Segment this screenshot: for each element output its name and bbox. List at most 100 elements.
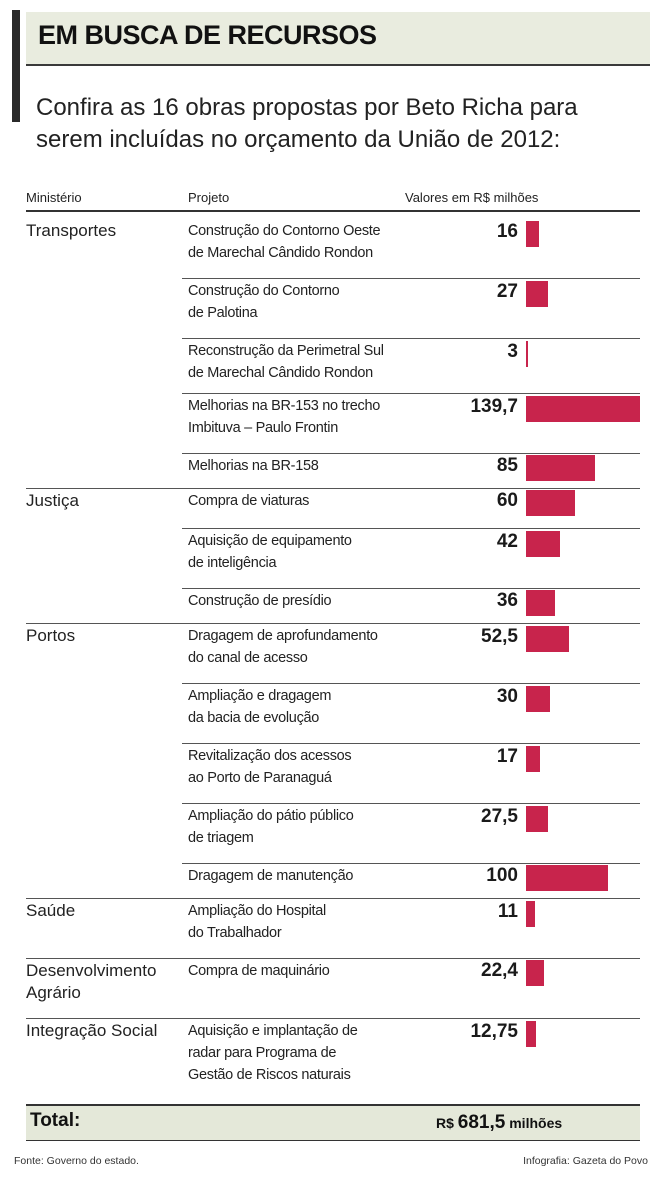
project-label-line: Construção do Contorno <box>188 283 340 299</box>
project-label-line: Ampliação e dragagem <box>188 688 332 704</box>
value-label: 85 <box>496 455 518 476</box>
bar <box>526 1021 537 1047</box>
ministry-label: Transportes <box>26 221 117 240</box>
value-label: 11 <box>497 901 518 922</box>
bar <box>526 590 556 616</box>
row-separator <box>182 743 640 744</box>
total-unit: milhões <box>509 1115 563 1131</box>
column-header-values: Valores em R$ milhões <box>405 190 539 205</box>
value-label: 42 <box>496 531 518 552</box>
total-currency: R$ <box>436 1115 454 1131</box>
bar <box>526 455 596 481</box>
footer-credit: Infografia: Gazeta do Povo <box>523 1155 648 1167</box>
project-label-line: Aquisição e implantação de <box>188 1023 358 1039</box>
project-label: Dragagem de manutenção <box>188 865 420 887</box>
footer-source: Fonte: Governo do estado. <box>14 1155 139 1167</box>
project-label-line: Construção de presídio <box>188 593 332 609</box>
bar <box>526 221 540 247</box>
project-label-line: Gestão de Riscos naturais <box>188 1067 351 1083</box>
bar <box>526 686 551 712</box>
subtitle: Confira as 16 obras propostas por Beto R… <box>36 94 578 153</box>
row-separator <box>26 958 640 959</box>
project-label: Ampliação do Hospital do Trabalhador <box>188 900 420 944</box>
row-separator <box>182 588 640 589</box>
value-label: 36 <box>496 590 518 611</box>
value-label: 27 <box>496 281 518 302</box>
total-band <box>26 1104 640 1140</box>
project-label: Construção do Contorno Oeste de Marechal … <box>188 220 420 264</box>
column-header-ministry: Ministério <box>26 190 82 205</box>
project-label-line: de triagem <box>188 830 254 846</box>
total-amount: 681,5 <box>457 1112 506 1133</box>
page-title: EM BUSCA DE RECURSOS <box>38 20 377 50</box>
value-label: 100 <box>486 865 518 886</box>
project-label-line: Ampliação do pátio público <box>188 808 354 824</box>
bar <box>526 865 608 891</box>
row-separator <box>26 623 640 624</box>
bar <box>526 490 575 516</box>
bar <box>526 531 561 557</box>
ministry-label: Justiça <box>26 491 79 510</box>
project-label-line: do canal de acesso <box>188 650 308 666</box>
row-separator <box>182 278 640 279</box>
value-label: 3 <box>507 341 518 362</box>
project-label: Ampliação do pátio público de triagem <box>188 805 420 849</box>
project-label: Aquisição e implantação de radar para Pro… <box>188 1020 420 1086</box>
project-label: Aquisição de equipamento de inteligência <box>188 530 420 574</box>
project-label: Dragagem de aprofundamento do canal de a… <box>188 625 420 669</box>
total-rule <box>26 1140 640 1141</box>
row-separator <box>182 528 640 529</box>
project-label-line: do Trabalhador <box>188 925 282 941</box>
header-accent-bar <box>12 10 20 122</box>
project-label-line: de inteligência <box>188 555 277 571</box>
value-label: 16 <box>496 221 518 242</box>
row-separator <box>26 1018 640 1019</box>
row-separator <box>182 803 640 804</box>
bar <box>526 341 529 367</box>
project-label: Ampliação e dragagem da bacia de evolução <box>188 685 420 729</box>
column-header-rule <box>26 210 640 212</box>
value-label: 12,75 <box>470 1021 518 1042</box>
value-label: 52,5 <box>481 626 518 647</box>
project-label-line: ao Porto de Paranaguá <box>188 770 332 786</box>
bar <box>526 746 540 772</box>
project-label-line: de Marechal Cândido Rondon <box>188 365 373 381</box>
project-label-line: Melhorias na BR-153 no trecho <box>188 398 380 414</box>
ministry-label: Integração Social <box>26 1021 158 1040</box>
project-label: Compra de maquinário <box>188 960 420 982</box>
value-label: 22,4 <box>481 960 518 981</box>
project-label: Revitalização dos acessos ao Porto de Par… <box>188 745 420 789</box>
row-separator <box>182 393 640 394</box>
project-label-line: de Palotina <box>188 305 258 321</box>
project-label: Construção do Contorno de Palotina <box>188 280 420 324</box>
value-label: 17 <box>496 746 518 767</box>
project-label: Compra de viaturas <box>188 490 420 512</box>
project-label: Melhorias na BR-158 <box>188 455 420 477</box>
bar <box>526 396 640 422</box>
ministry-label: Desenvolvimento Agrário <box>26 961 157 1002</box>
bar <box>526 281 549 307</box>
row-separator <box>182 683 640 684</box>
project-label-line: de Marechal Cândido Rondon <box>188 245 373 261</box>
project-label-line: Compra de maquinário <box>188 963 330 979</box>
value-label: 139,7 <box>470 396 518 417</box>
project-label-line: Dragagem de manutenção <box>188 868 354 884</box>
column-header-project: Projeto <box>188 190 230 205</box>
project-label-line: Melhorias na BR-158 <box>188 458 319 474</box>
row-separator <box>182 863 640 864</box>
value-label: 60 <box>496 490 518 511</box>
row-separator <box>182 453 640 454</box>
project-label-line: Dragagem de aprofundamento <box>188 628 378 644</box>
title-band <box>26 12 650 64</box>
project-label-line: Revitalização dos acessos <box>188 748 352 764</box>
project-label: Melhorias na BR-153 no trecho Imbituva – … <box>188 395 420 439</box>
bar <box>526 901 535 927</box>
project-label: Reconstrução da Perimetral Sul de Marecha… <box>188 340 420 384</box>
project-label-line: radar para Programa de <box>188 1045 337 1061</box>
project-label-line: Aquisição de equipamento <box>188 533 352 549</box>
project-label-line: Reconstrução da Perimetral Sul <box>188 343 384 359</box>
value-label: 30 <box>496 686 518 707</box>
project-label: Construção de presídio <box>188 590 420 612</box>
project-label-line: Compra de viaturas <box>188 493 310 509</box>
bar <box>526 806 549 832</box>
